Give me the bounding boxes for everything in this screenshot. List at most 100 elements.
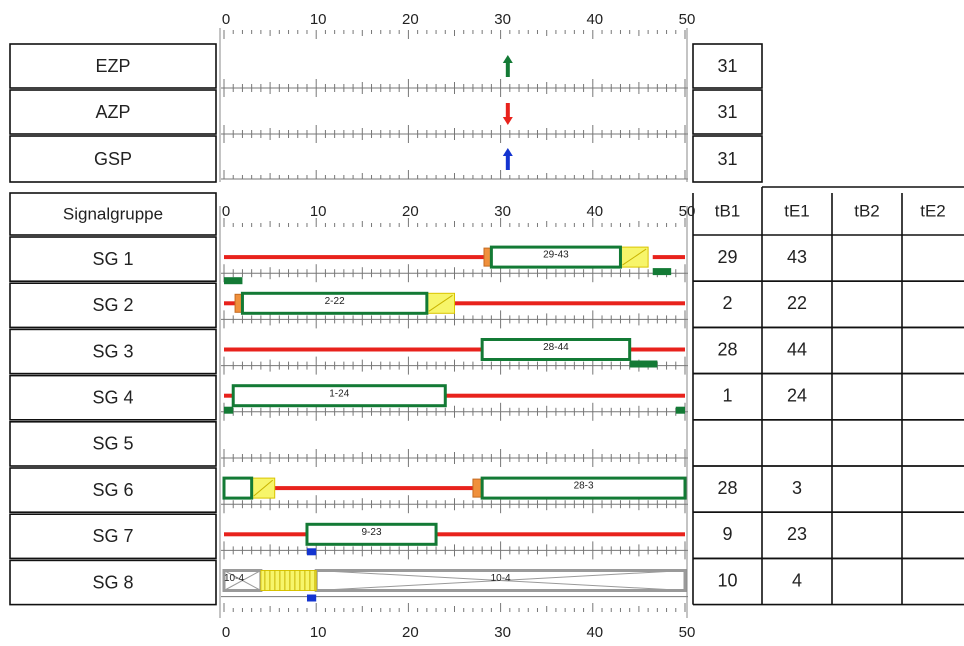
- gray-phase-label: 10-4: [224, 573, 244, 584]
- signal-group-sg4-box: [9, 374, 217, 421]
- value-sg1-te1: 43: [787, 247, 807, 267]
- top-scale-label: 0: [222, 11, 230, 28]
- marker-value-gsp-box: [692, 135, 763, 183]
- signal-group-sg3-box: [9, 328, 217, 375]
- red-phase: [454, 301, 685, 306]
- green-phase: [222, 476, 254, 500]
- top-scale-label: 20: [402, 11, 419, 28]
- yellow-diagonal: [428, 294, 453, 312]
- marker-value-ezp-label: 31: [717, 56, 737, 76]
- gray-cross: [223, 570, 262, 591]
- marker-value-azp-label: 31: [717, 102, 737, 122]
- signal-group-sg2-box: [9, 282, 217, 329]
- red-phase: [224, 393, 234, 398]
- value-sg3-tb1: 28: [717, 339, 737, 359]
- marker-row-ezp-label: EZP: [95, 56, 130, 76]
- timeline-sg6: 28-3: [222, 476, 687, 500]
- gray-cross: [316, 570, 686, 591]
- detector-mark: [306, 594, 317, 602]
- signal-group-sg6-label: SG 6: [92, 480, 133, 500]
- green-phase: [305, 522, 438, 546]
- azp-arrow-icon: [502, 103, 513, 125]
- gsp-arrow-icon: [502, 148, 513, 170]
- red-phase: [224, 301, 236, 306]
- detector-mark: [306, 548, 317, 556]
- detector-mark: [675, 406, 685, 414]
- green-phase-label: 9-23: [362, 527, 382, 538]
- signal-group-sg3-label: SG 3: [92, 341, 133, 361]
- signal-group-sg2-label: SG 2: [92, 295, 133, 315]
- bottom-scale-label: 40: [586, 624, 603, 641]
- mid-scale-label: 30: [494, 203, 511, 220]
- detector-mark: [224, 406, 234, 414]
- green-phase: [489, 245, 622, 269]
- timeline-sg3: 28-44: [224, 338, 685, 368]
- value-sg6-te1: 3: [792, 478, 802, 498]
- signal-group-sg7-box: [9, 513, 217, 560]
- header-signalgruppe-label: Signalgruppe: [63, 204, 163, 223]
- red-phase: [652, 255, 685, 260]
- green-phase: [240, 291, 429, 315]
- signal-group-sg5-label: SG 5: [92, 434, 133, 454]
- marker-value-gsp-label: 31: [717, 149, 737, 169]
- bottom-scale-label: 10: [310, 624, 327, 641]
- marker-row-gsp-box: [9, 135, 217, 183]
- top-scale-label: 40: [586, 11, 603, 28]
- bottom-scale-label: 30: [494, 624, 511, 641]
- value-sg6-tb1: 28: [717, 478, 737, 498]
- mid-scale-label: 40: [586, 203, 603, 220]
- gray-phase-label: 10-4: [491, 573, 511, 584]
- mid-scale-label: 20: [402, 203, 419, 220]
- bottom-scale-label: 20: [402, 624, 419, 641]
- marker-value-azp-box: [692, 89, 763, 135]
- signal-group-sg1-box: [9, 236, 217, 283]
- value-sg2-te1: 22: [787, 293, 807, 313]
- marker-row-ezp-box: [9, 43, 217, 89]
- top-scale-label: 30: [494, 11, 511, 28]
- green-phase-label: 29-43: [543, 250, 569, 261]
- column-header-te2: tE2: [920, 201, 946, 220]
- detector-mark: [629, 360, 658, 368]
- signal-group-sg7-label: SG 7: [92, 526, 133, 546]
- signal-group-sg4-label: SG 4: [92, 387, 133, 407]
- value-sg3-te1: 44: [787, 339, 807, 359]
- timeline-sg4: 1-24: [224, 384, 685, 414]
- bottom-scale-label: 50: [679, 624, 696, 641]
- signal-group-sg1-label: SG 1: [92, 249, 133, 269]
- value-sg4-te1: 24: [787, 385, 807, 405]
- value-sg8-te1: 4: [792, 570, 802, 590]
- green-phase-label: 2-22: [325, 296, 345, 307]
- red-phase: [224, 532, 307, 537]
- detector-mark: [652, 268, 672, 276]
- timeline-sg2: 2-22: [224, 277, 685, 315]
- timeline-sg8: 10-4 10-4: [222, 569, 687, 602]
- bottom-scale-label: 0: [222, 624, 230, 641]
- yellow-diagonal: [253, 479, 274, 497]
- signal-group-sg6-box: [9, 467, 217, 514]
- marker-row-gsp-label: GSP: [94, 149, 132, 169]
- signal-group-sg5-box: [9, 420, 217, 467]
- timeline-sg1: 29-43: [224, 245, 685, 276]
- hatched-phase: [260, 570, 317, 591]
- column-header-tb2: tB2: [854, 201, 880, 220]
- value-sg7-tb1: 9: [722, 524, 732, 544]
- value-sg8-tb1: 10: [717, 570, 737, 590]
- red-phase: [445, 393, 685, 398]
- value-sg1-tb1: 29: [717, 247, 737, 267]
- red-phase: [224, 347, 483, 352]
- value-sg4-tb1: 1: [722, 385, 732, 405]
- value-sg7-te1: 23: [787, 524, 807, 544]
- mid-scale-label: 10: [310, 203, 327, 220]
- marker-row-azp-box: [9, 89, 217, 135]
- signal-group-sg8-label: SG 8: [92, 572, 133, 592]
- column-header-te1: tE1: [784, 201, 810, 220]
- green-phase-label: 28-3: [574, 481, 594, 492]
- detector-mark: [224, 277, 243, 285]
- green-phase-label: 28-44: [543, 342, 569, 353]
- green-phase-label: 1-24: [329, 388, 349, 399]
- header-signalgruppe-box: [9, 192, 217, 236]
- red-phase: [629, 347, 685, 352]
- mid-scale-label: 50: [679, 203, 696, 220]
- red-phase: [224, 255, 485, 260]
